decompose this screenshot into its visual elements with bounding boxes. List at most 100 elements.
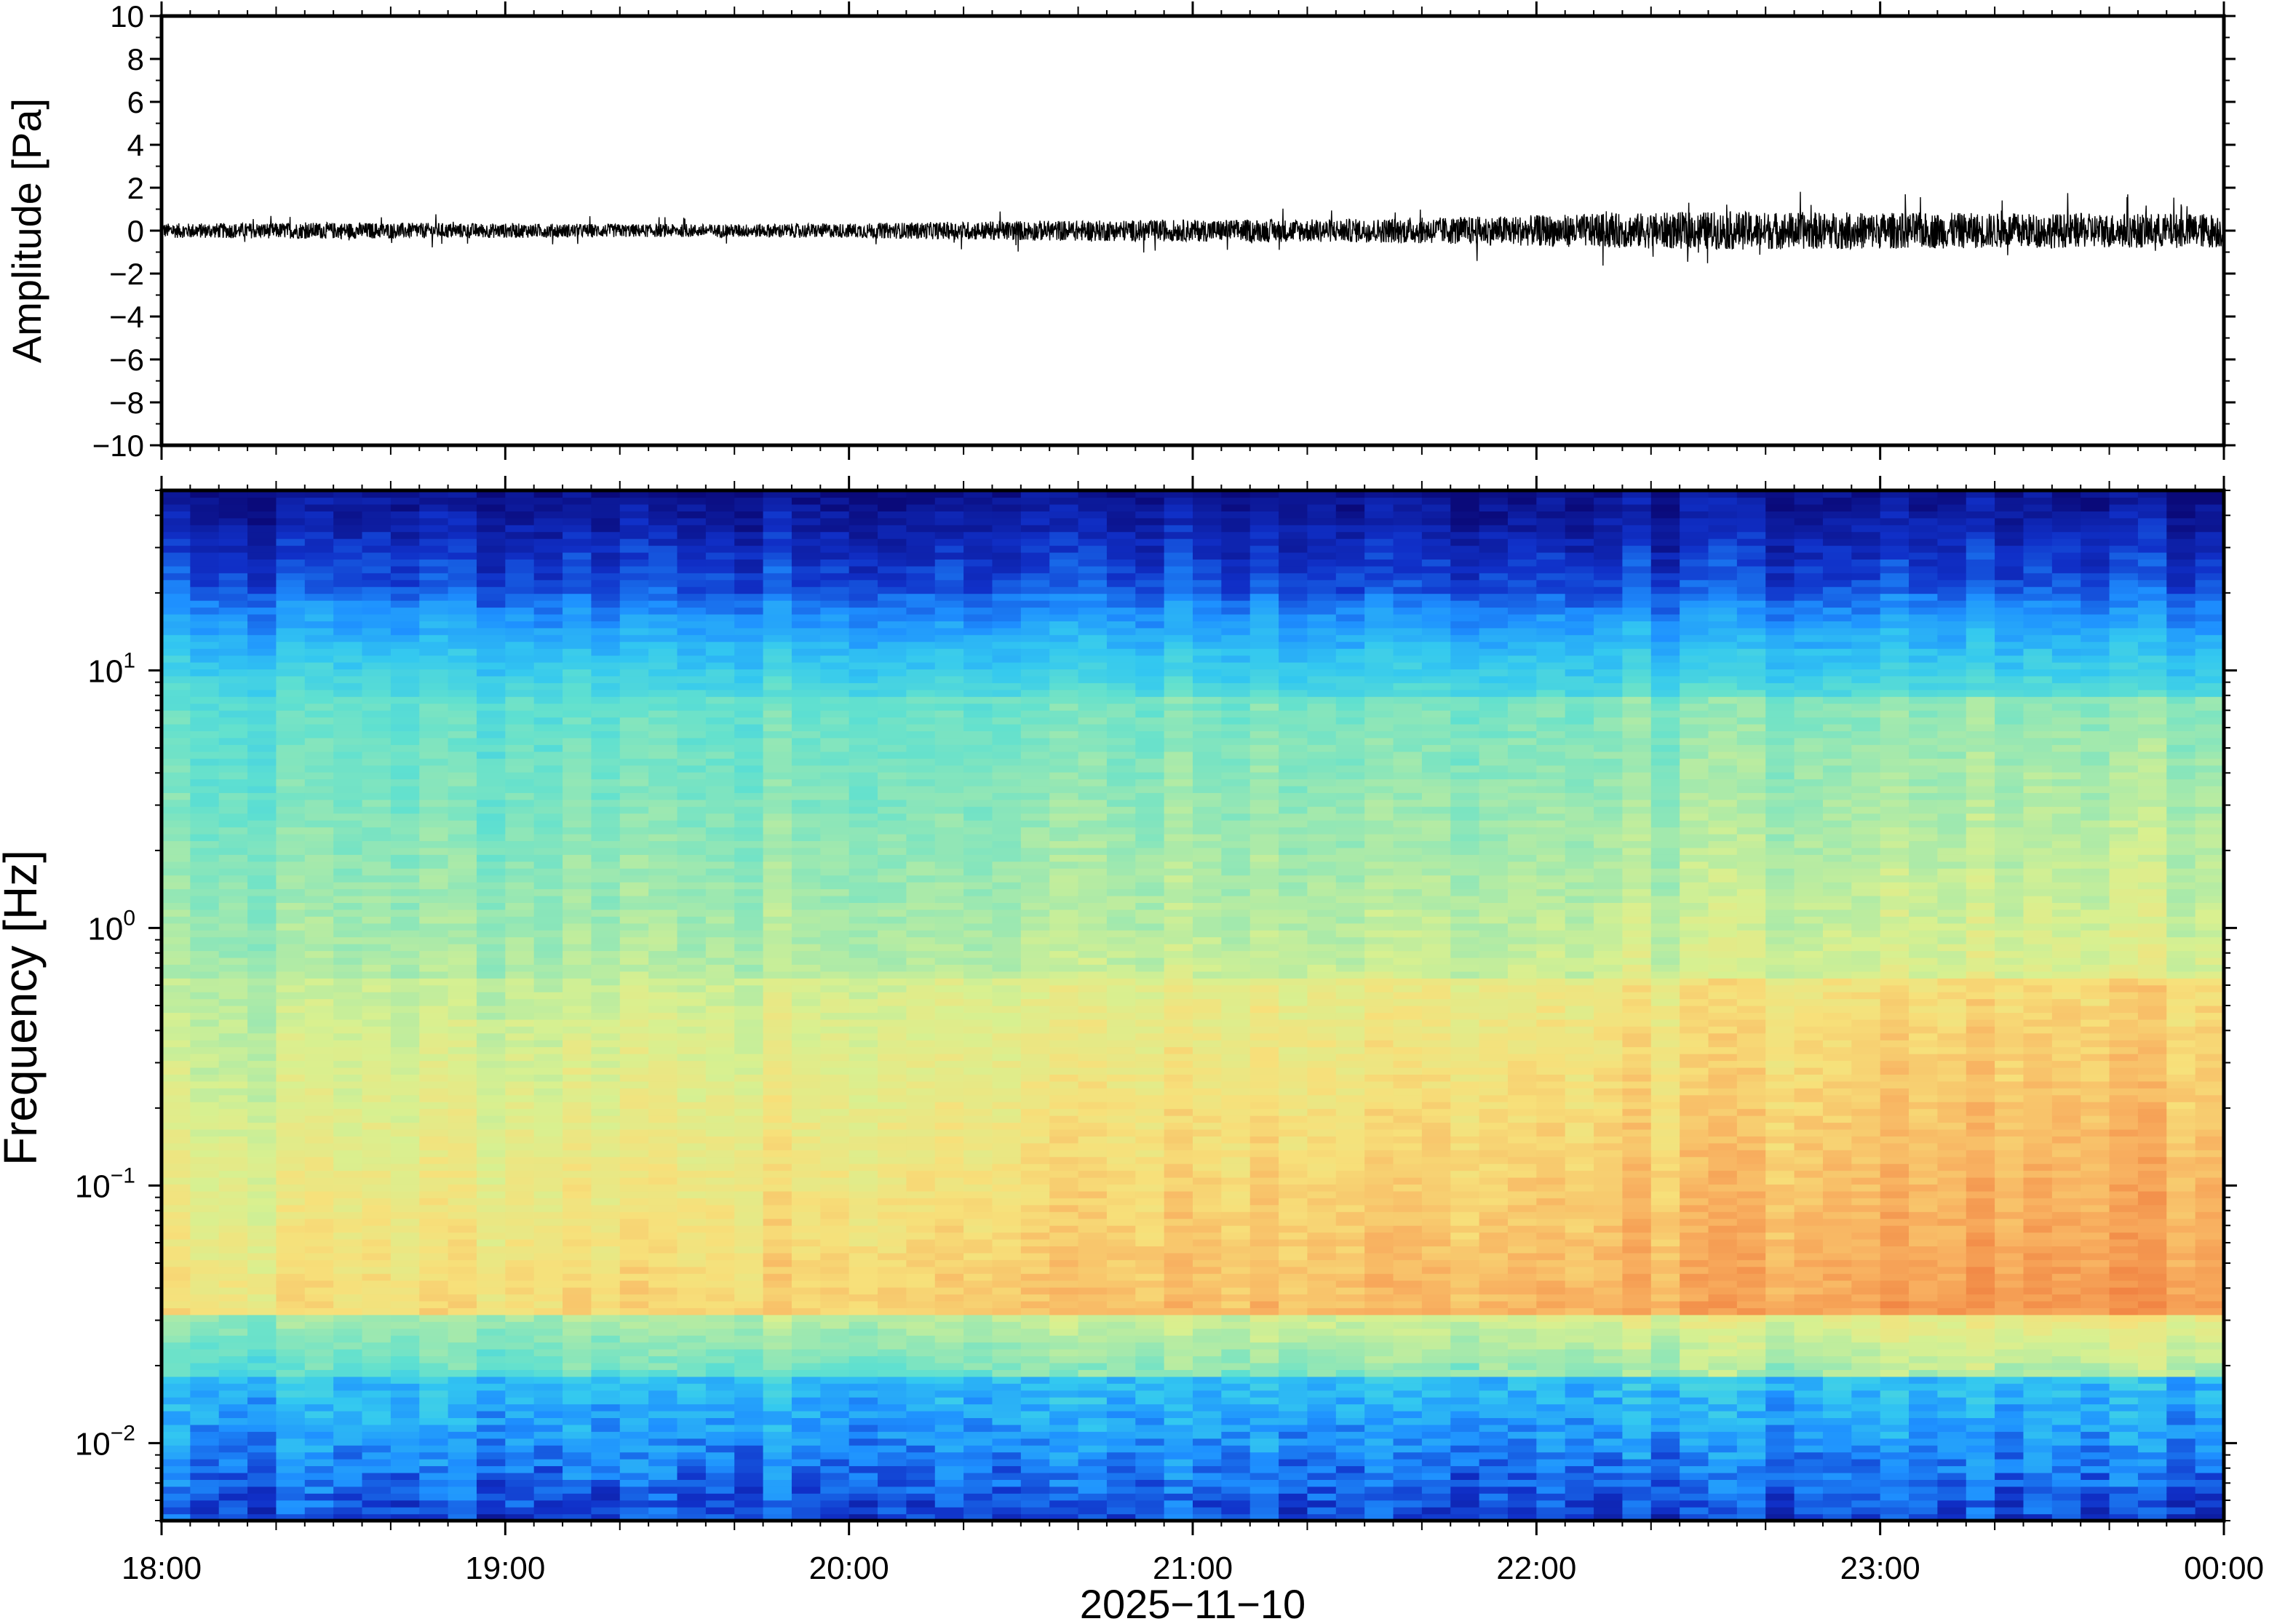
spectrogram-cell bbox=[591, 1266, 621, 1274]
spectrogram-cell bbox=[906, 1177, 936, 1185]
spectrogram-cell bbox=[247, 785, 277, 793]
spectrogram-cell bbox=[906, 600, 936, 608]
spectrogram-cell bbox=[247, 827, 277, 835]
spectrogram-cell bbox=[276, 662, 306, 670]
spectrogram-cell bbox=[390, 511, 420, 519]
spectrogram-cell bbox=[677, 731, 707, 739]
spectrogram-cell bbox=[906, 634, 936, 642]
spectrogram-cell bbox=[878, 1349, 907, 1357]
spectrogram-cell bbox=[734, 1156, 764, 1164]
spectrogram-cell bbox=[476, 1438, 506, 1446]
spectrogram-cell bbox=[362, 1356, 392, 1364]
spectrogram-cell bbox=[878, 827, 907, 835]
spectrogram-cell bbox=[705, 1356, 735, 1364]
spectrogram-cell bbox=[906, 511, 936, 519]
spectrogram-cell bbox=[1020, 1094, 1050, 1102]
spectrogram-cell bbox=[476, 1452, 506, 1460]
y-tick-label: −10 bbox=[92, 429, 144, 463]
spectrogram-cell bbox=[878, 1129, 907, 1137]
spectrogram-cell bbox=[1020, 957, 1050, 965]
spectrogram-cell bbox=[276, 936, 306, 944]
spectrogram-cell bbox=[190, 517, 220, 525]
spectrogram-cell bbox=[505, 689, 535, 697]
spectrogram-cell bbox=[734, 1026, 764, 1034]
spectrogram-cell bbox=[162, 1479, 191, 1487]
spectrogram-heatmap bbox=[162, 490, 2225, 1521]
spectrogram-cell bbox=[906, 1417, 936, 1425]
spectrogram-cell bbox=[906, 662, 936, 670]
spectrogram-cell bbox=[304, 779, 334, 787]
spectrogram-cell bbox=[276, 1259, 306, 1267]
spectrogram-cell bbox=[705, 1307, 735, 1315]
spectrogram-cell bbox=[677, 517, 707, 525]
spectrogram-cell bbox=[190, 1204, 220, 1212]
spectrogram-cell bbox=[276, 1218, 306, 1226]
spectrogram-cell bbox=[333, 1026, 363, 1034]
spectrogram-cell bbox=[963, 600, 993, 608]
spectrogram-cell bbox=[849, 827, 878, 835]
spectrogram-cell bbox=[333, 936, 363, 944]
spectrogram-cell bbox=[333, 1108, 363, 1116]
spectrogram-cell bbox=[992, 1190, 1022, 1198]
spectrogram-cell bbox=[791, 613, 821, 621]
spectrogram-cell bbox=[763, 538, 792, 546]
spectrogram-cell bbox=[390, 503, 420, 512]
spectrogram-cell bbox=[162, 1225, 191, 1233]
spectrogram-cell bbox=[963, 1486, 993, 1494]
spectrogram-cell bbox=[362, 1507, 392, 1515]
spectrogram-cell bbox=[533, 1177, 563, 1185]
spectrogram-cell bbox=[963, 820, 993, 828]
spectrogram-cell bbox=[448, 552, 477, 560]
spectrogram-cell bbox=[276, 737, 306, 745]
spectrogram-cell bbox=[906, 992, 936, 1000]
spectrogram-cell bbox=[734, 1150, 764, 1158]
spectrogram-cell bbox=[276, 834, 306, 842]
spectrogram-cell bbox=[1020, 1472, 1050, 1480]
spectrogram-cell bbox=[533, 785, 563, 793]
spectrogram-cell bbox=[333, 655, 363, 663]
spectrogram-cell bbox=[505, 765, 535, 773]
spectrogram-cell bbox=[333, 1032, 363, 1040]
spectrogram-cell bbox=[591, 1390, 621, 1398]
spectrogram-cell bbox=[304, 717, 334, 725]
spectrogram-cell bbox=[190, 1438, 220, 1446]
spectrogram-cell bbox=[591, 1170, 621, 1178]
spectrogram-cell bbox=[619, 1012, 649, 1020]
spectrogram-cell bbox=[505, 538, 535, 546]
spectrogram-cell bbox=[934, 689, 964, 697]
spectrogram-cell bbox=[677, 1397, 707, 1405]
spectrogram-cell bbox=[992, 511, 1022, 519]
spectrogram-cell bbox=[791, 593, 821, 601]
spectrogram-cell bbox=[820, 895, 850, 903]
spectrogram-cell bbox=[476, 1032, 506, 1040]
spectrogram-cell bbox=[190, 1328, 220, 1336]
spectrogram-cell bbox=[218, 1397, 248, 1405]
spectrogram-cell bbox=[563, 1218, 592, 1226]
spectrogram-cell bbox=[934, 1314, 964, 1322]
spectrogram-cell bbox=[1020, 559, 1050, 567]
spectrogram-cell bbox=[533, 1459, 563, 1467]
spectrogram-cell bbox=[1020, 1362, 1050, 1370]
spectrogram-cell bbox=[218, 648, 248, 656]
spectrogram-cell bbox=[591, 1383, 621, 1391]
spectrogram-cell bbox=[591, 1211, 621, 1219]
spectrogram-cell bbox=[362, 1314, 392, 1322]
spectrogram-cell bbox=[448, 1032, 477, 1040]
spectrogram-cell bbox=[849, 758, 878, 766]
spectrogram-cell bbox=[791, 1280, 821, 1288]
spectrogram-cell bbox=[276, 1300, 306, 1308]
spectrogram-cell bbox=[333, 538, 363, 546]
spectrogram-cell bbox=[734, 1177, 764, 1185]
spectrogram-cell bbox=[1020, 1136, 1050, 1144]
spectrogram-cell bbox=[619, 1362, 649, 1370]
spectrogram-cell bbox=[162, 1349, 191, 1357]
spectrogram-cell bbox=[791, 909, 821, 917]
spectrogram-cell bbox=[1020, 1294, 1050, 1302]
spectrogram-cell bbox=[648, 525, 678, 533]
spectrogram-cell bbox=[878, 1328, 907, 1336]
spectrogram-cell bbox=[992, 1225, 1022, 1233]
spectrogram-cell bbox=[1020, 813, 1050, 821]
spectrogram-cell bbox=[791, 1424, 821, 1432]
spectrogram-cell bbox=[934, 1019, 964, 1027]
spectrogram-cell bbox=[362, 621, 392, 629]
